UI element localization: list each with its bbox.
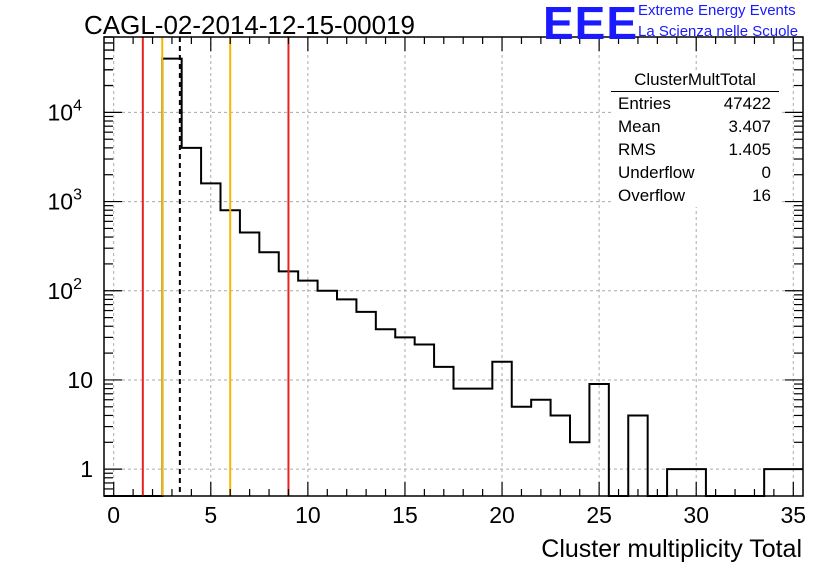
histogram-bin	[318, 291, 337, 496]
x-tick-label: 10	[295, 502, 321, 528]
x-tick-label: 0	[107, 502, 120, 528]
histogram-bin	[240, 233, 259, 496]
y-tick-label: 10	[67, 367, 93, 393]
histogram-bin	[376, 329, 395, 496]
stats-label: RMS	[618, 140, 656, 159]
logo-line-1: Extreme Energy Events	[638, 2, 796, 19]
stats-label: Mean	[618, 117, 661, 136]
y-tick-label: 1	[80, 456, 93, 482]
chart-title: CAGL-02-2014-12-15-00019	[84, 10, 415, 40]
x-tick-label: 5	[204, 502, 217, 528]
y-tick-label: 102	[48, 276, 83, 304]
stats-title: ClusterMultTotal	[611, 70, 779, 92]
stats-box: ClusterMultTotal Entries 47422 Mean 3.40…	[611, 70, 779, 207]
x-tick-label: 15	[392, 502, 418, 528]
stats-row-overflow: Overflow 16	[611, 184, 779, 207]
stats-row-mean: Mean 3.407	[611, 115, 779, 138]
histogram-bin	[473, 389, 492, 496]
y-tick-label: 103	[48, 187, 83, 215]
x-tick-label: 30	[683, 502, 709, 528]
stats-value: 0	[761, 163, 771, 182]
stats-value: 16	[752, 186, 771, 205]
stats-label: Entries	[618, 94, 671, 113]
logo-line-2: La Scienza nelle Scuole	[638, 23, 799, 40]
histogram-bin	[434, 367, 453, 496]
histogram-bin	[628, 415, 647, 496]
histogram-bin	[182, 148, 201, 496]
x-tick-label: 35	[780, 502, 806, 528]
histogram-bin	[337, 299, 356, 496]
x-axis-label: Cluster multiplicity Total	[541, 535, 802, 563]
stats-row-entries: Entries 47422	[611, 92, 779, 115]
histogram-bin	[356, 312, 375, 496]
x-tick-label: 25	[586, 502, 612, 528]
plot-frame	[103, 36, 804, 497]
histogram-bin	[551, 415, 570, 496]
eee-logo: EEE	[543, 0, 639, 49]
stats-row-rms: RMS 1.405	[611, 138, 779, 161]
stats-label: Underflow	[618, 163, 695, 182]
y-tick-label: 104	[48, 97, 83, 125]
stats-value: 3.407	[728, 117, 771, 136]
x-tick-label: 20	[489, 502, 515, 528]
stats-value: 47422	[723, 94, 771, 113]
stats-row-underflow: Underflow 0	[611, 161, 779, 184]
histogram-bin	[512, 407, 531, 496]
histogram-bin	[162, 59, 181, 496]
histogram-bin	[531, 400, 550, 496]
histogram-bin	[415, 344, 434, 496]
histogram-bin	[259, 252, 278, 496]
histogram-bin	[454, 389, 473, 496]
stats-label: Overflow	[618, 186, 686, 205]
stats-value: 1.405	[728, 140, 771, 159]
